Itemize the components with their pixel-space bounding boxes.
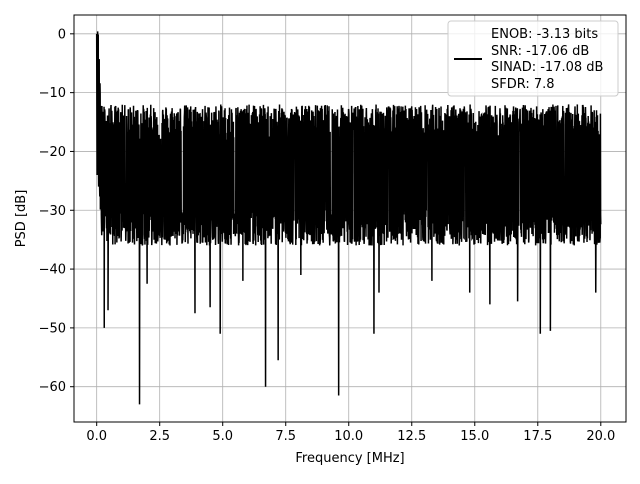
legend: ENOB: -3.13 bits SNR: -17.06 dB SINAD: -…	[447, 20, 619, 97]
series-layer	[95, 31, 602, 405]
x-tick-label: 10.0	[334, 429, 363, 444]
x-tick-label: 0.0	[86, 429, 107, 444]
x-tick-label: 7.5	[275, 429, 296, 444]
legend-line-enob: ENOB: -3.13 bits	[491, 27, 598, 42]
x-tick-label: 12.5	[397, 429, 426, 444]
x-tick-label: 2.5	[149, 429, 170, 444]
y-tick-label: −20	[39, 145, 66, 160]
plot-frame	[73, 14, 627, 423]
y-tick-label: −40	[39, 263, 66, 278]
y-tick-label: 0	[58, 27, 66, 42]
x-axis-label: Frequency [MHz]	[295, 451, 404, 466]
x-tick-label: 15.0	[460, 429, 489, 444]
legend-box	[447, 20, 619, 97]
legend-line-sinad: SINAD: -17.08 dB	[491, 60, 603, 75]
psd-series-line	[95, 31, 602, 405]
y-tick-label: −50	[39, 321, 66, 336]
x-axis-ticks: 0.0 2.5 5.0 7.5 10.0 12.5 15.0 17.5 20.0	[86, 422, 615, 444]
y-tick-label: −30	[39, 204, 66, 219]
y-axis-label: PSD [dB]	[14, 190, 29, 248]
y-tick-label: −10	[39, 86, 66, 101]
legend-line-sfdr: SFDR: 7.8	[491, 77, 555, 92]
legend-line-snr: SNR: -17.06 dB	[491, 44, 589, 59]
x-tick-label: 20.0	[586, 429, 615, 444]
x-tick-label: 5.0	[212, 429, 233, 444]
y-tick-label: −60	[39, 380, 66, 395]
x-tick-label: 17.5	[523, 429, 552, 444]
y-axis-ticks: 0 −10 −20 −30 −40 −50 −60	[39, 27, 74, 395]
